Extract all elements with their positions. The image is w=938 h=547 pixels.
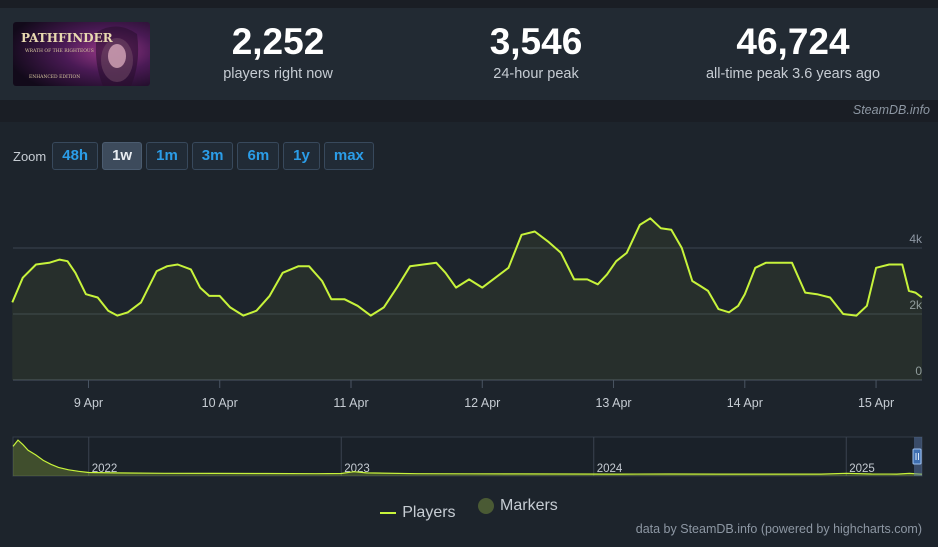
legend-label: Markers — [500, 497, 558, 514]
logo-title: PATHFINDER — [21, 31, 114, 45]
stats-header: PATHFINDER WRATH OF THE RIGHTEOUS ENHANC… — [0, 8, 938, 100]
x-tick-label: 10 Apr — [202, 396, 238, 410]
y-tick-label: 4k — [909, 232, 923, 246]
x-tick-label: 15 Apr — [858, 396, 894, 410]
x-tick-label: 9 Apr — [74, 396, 103, 410]
legend-item-players[interactable]: Players — [380, 504, 456, 522]
zoom-3m-button[interactable]: 3m — [191, 142, 234, 170]
navigator-year-label: 2022 — [92, 463, 118, 475]
zoom-6m-button[interactable]: 6m — [237, 142, 280, 170]
navigator-line — [12, 439, 923, 475]
x-tick-label: 13 Apr — [595, 396, 631, 410]
chart-credit[interactable]: data by SteamDB.info (powered by highcha… — [635, 522, 922, 536]
stat-label: all-time peak 3.6 years ago — [705, 66, 881, 82]
legend-line-icon — [380, 512, 397, 514]
zoom-max-button[interactable]: max — [323, 142, 374, 170]
source-credit[interactable]: SteamDB.info — [852, 103, 930, 117]
logo-edition: ENHANCED EDITION — [29, 74, 80, 80]
y-tick-label: 2k — [909, 298, 923, 312]
legend-label: Players — [402, 504, 456, 521]
stat-all-time-peak: 46,724 all-time peak 3.6 years ago — [683, 22, 903, 84]
logo-subtitle: WRATH OF THE RIGHTEOUS — [25, 48, 94, 54]
zoom-1y-button[interactable]: 1y — [283, 142, 320, 170]
stat-24h-peak: 3,546 24-hour peak — [466, 22, 606, 84]
chart-legend: Players Markers — [0, 497, 938, 522]
players-series-line — [11, 217, 923, 317]
navigator-frame — [12, 436, 923, 477]
navigator-handle[interactable] — [912, 448, 922, 465]
zoom-label: Zoom — [13, 148, 47, 164]
stat-label: players right now — [223, 66, 333, 82]
game-logo[interactable]: PATHFINDER WRATH OF THE RIGHTEOUS ENHANC… — [13, 22, 150, 86]
players-series-area — [12, 218, 923, 380]
y-tick-label: 0 — [915, 364, 922, 378]
stat-current-players: 2,252 players right now — [208, 22, 348, 84]
player-chart[interactable]: 0 2k 4k 9 Apr 10 Apr 11 Apr 12 Apr 13 Apr 14 Apr… — [0, 122, 938, 492]
legend-item-markers[interactable]: Markers — [478, 497, 558, 515]
zoom-controls: Zoom 48h 1w 1m 3m 6m 1y max — [13, 142, 378, 170]
stat-value: 3,546 — [489, 21, 583, 62]
x-tick-label: 11 Apr — [333, 396, 368, 410]
x-tick-label: 12 Apr — [464, 396, 500, 410]
legend-dot-icon — [478, 498, 495, 514]
stat-value: 46,724 — [736, 21, 850, 62]
zoom-1m-button[interactable]: 1m — [146, 142, 188, 170]
stat-value: 2,252 — [231, 21, 325, 62]
chart-panel: Zoom 48h 1w 1m 3m 6m 1y max 0 2k 4k 9 Apr 10… — [0, 122, 938, 547]
zoom-1w-button[interactable]: 1w — [102, 142, 143, 170]
x-tick-label: 14 Apr — [727, 396, 763, 410]
zoom-48h-button[interactable]: 48h — [52, 142, 99, 170]
stat-label: 24-hour peak — [493, 66, 579, 82]
navigator-year-label: 2025 — [849, 463, 875, 475]
game-logo-art: PATHFINDER WRATH OF THE RIGHTEOUS ENHANC… — [13, 22, 150, 86]
navigator-year-label: 2024 — [597, 463, 623, 475]
